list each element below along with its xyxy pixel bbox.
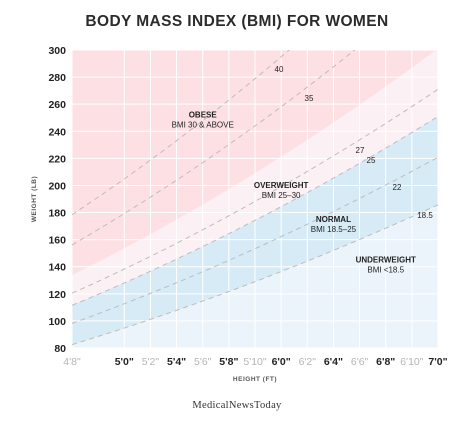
chart-title: BODY MASS INDEX (BMI) FOR WOMEN <box>85 13 389 30</box>
x-tick-label: 5'6" <box>194 356 212 368</box>
band-range-underweight: BMI <18.5 <box>367 266 404 275</box>
x-axis-label: HEIGHT (FT) <box>233 376 277 383</box>
x-tick-label: 5'0" <box>115 356 134 368</box>
band-label-underweight: UNDERWEIGHT <box>356 256 416 265</box>
x-tick-label: 6'0" <box>272 356 291 368</box>
x-tick-label: 6'10" <box>400 356 424 368</box>
bmi-line-27 <box>72 88 438 294</box>
y-tick-label: 100 <box>48 316 66 328</box>
bmi-line-22 <box>72 156 438 324</box>
band-label-overweight: OVERWEIGHT <box>254 181 309 190</box>
band-label-obese: OBESE <box>189 111 218 120</box>
x-tick-label: 5'4" <box>167 356 186 368</box>
bmi-line-label-22: 22 <box>393 183 402 192</box>
x-tick-label: 6'2" <box>299 356 317 368</box>
y-tick-label: 240 <box>48 126 66 138</box>
plot-area <box>72 50 438 348</box>
brand-logo: MedicalNewsToday <box>192 400 282 411</box>
x-tick-label: 6'8" <box>376 356 395 368</box>
y-tick-label: 80 <box>54 343 66 355</box>
y-axis-label: WEIGHT (LB) <box>31 176 38 222</box>
bmi-line-25 <box>72 116 438 306</box>
bmi-line-label-25: 25 <box>367 156 376 165</box>
y-tick-label: 200 <box>48 180 66 192</box>
y-tick-label: 260 <box>48 99 66 111</box>
band-range-normal: BMI 18.5–25 <box>311 225 357 234</box>
x-tick-label: 5'2" <box>142 356 160 368</box>
y-tick-label: 220 <box>48 153 66 165</box>
x-tick-label: 7'0" <box>428 356 447 368</box>
bmi-line-label-40: 40 <box>275 65 284 74</box>
band-range-obese: BMI 30 & ABOVE <box>172 121 234 130</box>
x-tick-label: 4'8" <box>63 356 81 368</box>
band-label-normal: NORMAL <box>316 215 351 224</box>
y-tick-label: 120 <box>48 289 66 301</box>
y-tick-label: 300 <box>48 45 66 57</box>
x-tick-label: 5'10" <box>243 356 267 368</box>
y-tick-label: 180 <box>48 208 66 220</box>
bmi-line-18.5 <box>72 204 438 346</box>
bmi-line-40 <box>72 50 290 216</box>
bmi-line-35 <box>72 50 356 246</box>
band-range-overweight: BMI 25–30 <box>262 191 301 200</box>
bmi-line-label-35: 35 <box>305 94 314 103</box>
y-tick-label: 160 <box>48 235 66 247</box>
bmi-line-label-27: 27 <box>356 146 365 155</box>
x-tick-label: 6'4" <box>324 356 343 368</box>
x-tick-label: 5'8" <box>219 356 238 368</box>
x-tick-label: 6'6" <box>351 356 369 368</box>
y-tick-label: 280 <box>48 72 66 84</box>
y-tick-label: 140 <box>48 262 66 274</box>
underweight-band <box>72 204 438 348</box>
bmi-line-label-18.5: 18.5 <box>417 211 433 220</box>
